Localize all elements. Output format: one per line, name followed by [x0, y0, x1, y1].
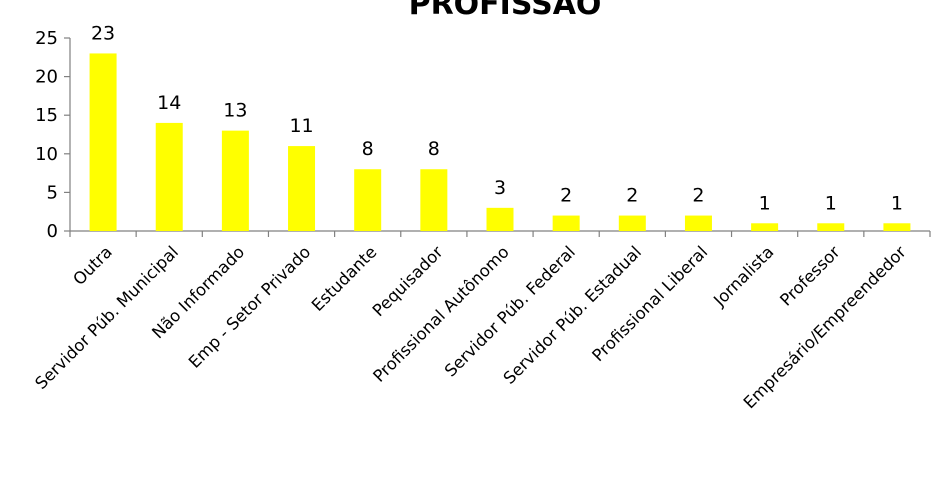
data-label: 23	[91, 22, 115, 44]
y-tick-label: 15	[35, 105, 58, 126]
category-label: Emp - Setor Privado	[185, 242, 314, 371]
bar	[817, 223, 845, 231]
bar	[552, 215, 580, 231]
y-tick-label: 5	[47, 182, 58, 203]
y-tick-label: 10	[35, 144, 58, 165]
category-label: Profissional Liberal	[588, 242, 711, 365]
category-label: Servidor Púb. Estadual	[500, 242, 645, 387]
data-label: 3	[494, 177, 506, 199]
bar	[486, 207, 514, 231]
data-label: 2	[560, 185, 572, 207]
bar	[89, 53, 117, 231]
data-label: 14	[157, 92, 181, 114]
chart-title: PROFISSÃO	[409, 0, 602, 22]
data-label: 1	[825, 192, 837, 214]
bar	[288, 146, 316, 231]
bar	[420, 169, 448, 231]
y-tick-label: 25	[35, 28, 58, 49]
bar	[155, 122, 183, 231]
data-label: 11	[289, 115, 313, 137]
category-label: Servidor Púb. Federal	[441, 242, 579, 380]
bar	[751, 223, 779, 231]
data-label: 8	[428, 138, 440, 160]
bar	[618, 215, 646, 231]
bars	[89, 53, 911, 231]
y-tick-label: 20	[35, 67, 58, 88]
category-label: Outra	[69, 242, 116, 289]
bar	[684, 215, 712, 231]
data-label: 1	[891, 192, 903, 214]
bar	[221, 130, 249, 231]
category-label: Estudante	[308, 242, 381, 315]
x-axis	[69, 230, 931, 237]
category-label: Profissional Autônomo	[369, 242, 512, 385]
y-tick-label: 0	[47, 221, 58, 242]
data-label: 2	[692, 185, 704, 207]
data-label: 2	[626, 185, 638, 207]
data-label: 8	[362, 138, 374, 160]
category-label: Professor	[776, 242, 843, 309]
y-axis: 0 5 10 15 20 25	[35, 28, 71, 242]
bar	[883, 223, 911, 231]
data-label: 1	[759, 192, 771, 214]
data-label: 13	[223, 100, 247, 122]
bar	[354, 169, 382, 231]
category-label: Jornalista	[709, 242, 777, 310]
